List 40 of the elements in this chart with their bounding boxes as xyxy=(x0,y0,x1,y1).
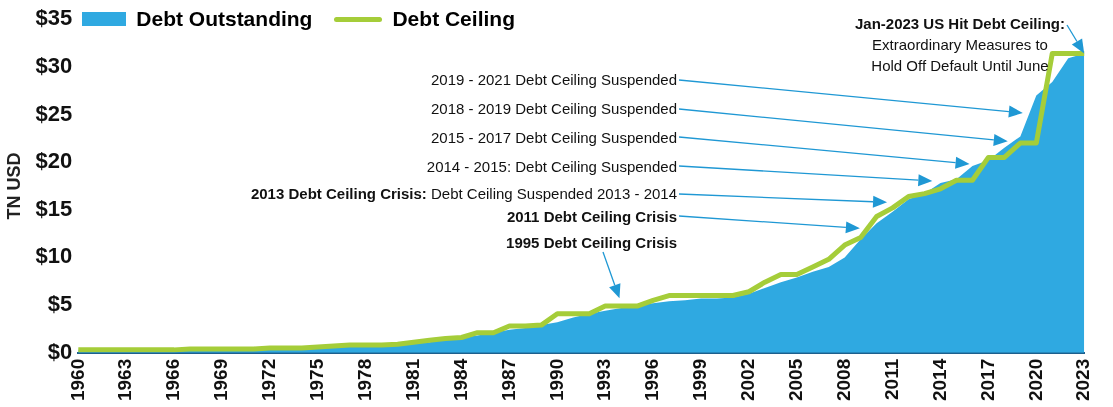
x-tick-label: 2014 xyxy=(928,358,950,402)
y-tick-label: $35 xyxy=(35,5,73,31)
annotation: 2013 Debt Ceiling Crisis: Debt Ceiling Suspended 2013 - 2014 xyxy=(250,185,678,203)
x-tick-label: 1981 xyxy=(401,358,423,402)
legend-label: Debt Outstanding xyxy=(136,7,313,32)
annotation: 2015 - 2017 Debt Ceiling Suspended xyxy=(430,129,677,147)
x-tick-label: 2008 xyxy=(832,358,854,402)
annotation: 1995 Debt Ceiling Crisis xyxy=(506,234,677,252)
annotation: 2019 - 2021 Debt Ceiling Suspended xyxy=(430,71,677,89)
x-tick-label: 2005 xyxy=(785,358,807,402)
x-tick-label: 1984 xyxy=(449,358,471,402)
x-tick-label: 1963 xyxy=(114,358,136,402)
x-tick-label: 1999 xyxy=(689,358,711,402)
x-tick-label: 1966 xyxy=(162,358,184,402)
x-tick-label: 1993 xyxy=(593,358,615,402)
x-tick-label: 1975 xyxy=(306,358,328,402)
x-tick-label: 2017 xyxy=(976,358,998,402)
y-axis-title: TN USD xyxy=(3,152,24,220)
x-tick-label: 2023 xyxy=(1072,358,1094,402)
x-tick-label: 2011 xyxy=(880,358,902,400)
legend-label: Debt Ceiling xyxy=(392,7,515,32)
x-tick-label: 1972 xyxy=(258,358,280,402)
y-tick-label: $20 xyxy=(35,148,73,174)
x-tick-label: 1996 xyxy=(641,358,663,402)
annotation: Jan-2023 US Hit Debt Ceiling: Extraordinary Measures to Hold Off Default Until June xyxy=(854,15,1065,75)
y-tick-label: $15 xyxy=(35,195,73,221)
y-tick-label: $10 xyxy=(35,243,73,269)
y-tick-label: $30 xyxy=(35,52,73,78)
annotation: 2014 - 2015: Debt Ceiling Suspended xyxy=(426,158,677,176)
x-tick-label: 1960 xyxy=(66,358,88,402)
x-tick-label: 1969 xyxy=(210,358,232,402)
x-tick-label: 2020 xyxy=(1024,358,1046,402)
x-tick-label: 1990 xyxy=(545,358,567,402)
annotation: 2011 Debt Ceiling Crisis xyxy=(506,208,677,226)
annotation: 2018 - 2019 Debt Ceiling Suspended xyxy=(430,100,677,118)
x-tick-label: 2002 xyxy=(737,358,759,402)
x-tick-label: 1987 xyxy=(497,358,519,402)
y-tick-label: $5 xyxy=(47,291,73,317)
x-tick-label: 1978 xyxy=(353,358,375,402)
y-tick-label: $25 xyxy=(35,100,73,126)
